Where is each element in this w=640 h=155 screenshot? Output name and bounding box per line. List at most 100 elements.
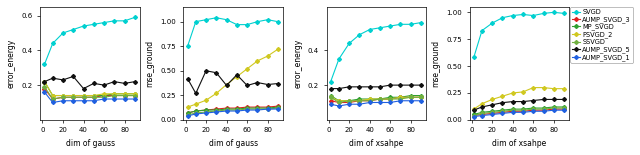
Line: SSVGD: SSVGD — [329, 96, 422, 104]
AUMP_SVGD_3 — [376, 98, 384, 100]
AUMP_SVGD_5 — [550, 98, 557, 100]
Legend: SVGD, AUMP_SVGD_3, MP_SVGD, PSVGD_2, SSVGD, AUMP_SVGD_5, AUMP_SVGD_1: SVGD, AUMP_SVGD_3, MP_SVGD, PSVGD_2, SSV… — [570, 7, 633, 63]
AUMP_SVGD_1 — [243, 109, 251, 111]
Line: SSVGD: SSVGD — [186, 107, 279, 116]
SVGD — [335, 58, 342, 60]
PSVGD_2 — [519, 91, 527, 93]
Line: AUMP_SVGD_3: AUMP_SVGD_3 — [43, 87, 136, 100]
SSVGD — [212, 110, 220, 112]
AUMP_SVGD_5 — [356, 86, 364, 88]
MP_SVGD — [69, 95, 77, 96]
AUMP_SVGD_3 — [100, 95, 108, 96]
AUMP_SVGD_1 — [387, 102, 394, 103]
SSVGD — [366, 100, 374, 102]
SSVGD — [397, 98, 404, 100]
MP_SVGD — [488, 110, 496, 112]
Line: SSVGD: SSVGD — [472, 107, 566, 117]
AUMP_SVGD_5 — [184, 78, 191, 80]
MP_SVGD — [519, 108, 527, 110]
SSVGD — [417, 96, 425, 98]
SVGD — [111, 20, 118, 22]
PSVGD_2 — [509, 92, 516, 94]
SSVGD — [335, 102, 342, 103]
AUMP_SVGD_5 — [519, 101, 527, 102]
Y-axis label: error_energy: error_energy — [7, 39, 16, 88]
PSVGD_2 — [488, 98, 496, 100]
MP_SVGD — [202, 109, 210, 111]
PSVGD_2 — [274, 48, 282, 50]
MP_SVGD — [59, 95, 67, 96]
PSVGD_2 — [100, 93, 108, 95]
PSVGD_2 — [131, 93, 139, 95]
SSVGD — [499, 110, 506, 112]
PSVGD_2 — [233, 76, 241, 78]
MP_SVGD — [346, 100, 353, 102]
PSVGD_2 — [111, 93, 118, 95]
SSVGD — [202, 111, 210, 113]
AUMP_SVGD_5 — [41, 81, 49, 83]
MP_SVGD — [90, 95, 98, 96]
AUMP_SVGD_1 — [560, 109, 568, 111]
AUMP_SVGD_1 — [478, 115, 486, 117]
SVGD — [519, 13, 527, 15]
SVGD — [356, 34, 364, 36]
MP_SVGD — [192, 110, 200, 112]
MP_SVGD — [264, 107, 271, 109]
AUMP_SVGD_5 — [560, 98, 568, 100]
AUMP_SVGD_5 — [529, 100, 537, 101]
SVGD — [90, 23, 98, 25]
SSVGD — [233, 109, 241, 111]
PSVGD_2 — [184, 106, 191, 108]
AUMP_SVGD_1 — [499, 113, 506, 114]
SVGD — [417, 22, 425, 24]
AUMP_SVGD_5 — [417, 84, 425, 86]
MP_SVGD — [540, 107, 547, 109]
AUMP_SVGD_1 — [417, 100, 425, 102]
SSVGD — [470, 115, 477, 117]
SSVGD — [192, 112, 200, 114]
Y-axis label: error_energy: error_energy — [293, 39, 302, 88]
MP_SVGD — [49, 95, 56, 96]
AUMP_SVGD_5 — [253, 82, 261, 84]
AUMP_SVGD_3 — [69, 96, 77, 98]
X-axis label: dim of gauss: dim of gauss — [209, 139, 258, 148]
AUMP_SVGD_1 — [519, 111, 527, 113]
AUMP_SVGD_1 — [366, 102, 374, 103]
AUMP_SVGD_3 — [184, 112, 191, 114]
MP_SVGD — [212, 109, 220, 111]
MP_SVGD — [327, 95, 335, 96]
Line: MP_SVGD: MP_SVGD — [186, 106, 279, 114]
Line: PSVGD_2: PSVGD_2 — [186, 48, 279, 108]
MP_SVGD — [184, 112, 191, 114]
AUMP_SVGD_3 — [90, 96, 98, 98]
PSVGD_2 — [49, 95, 56, 96]
SSVGD — [560, 107, 568, 109]
SVGD — [41, 63, 49, 65]
PSVGD_2 — [223, 84, 230, 85]
AUMP_SVGD_3 — [41, 88, 49, 90]
AUMP_SVGD_3 — [243, 106, 251, 108]
SVGD — [233, 24, 241, 26]
SSVGD — [59, 96, 67, 98]
PSVGD_2 — [69, 95, 77, 96]
Line: SVGD: SVGD — [186, 16, 279, 48]
Line: AUMP_SVGD_1: AUMP_SVGD_1 — [329, 99, 422, 107]
AUMP_SVGD_1 — [376, 102, 384, 103]
AUMP_SVGD_5 — [264, 84, 271, 85]
AUMP_SVGD_3 — [478, 114, 486, 115]
AUMP_SVGD_3 — [366, 100, 374, 102]
PSVGD_2 — [387, 98, 394, 100]
AUMP_SVGD_3 — [131, 95, 139, 96]
AUMP_SVGD_3 — [417, 96, 425, 98]
Line: SVGD: SVGD — [329, 21, 422, 83]
AUMP_SVGD_5 — [192, 92, 200, 94]
SVGD — [202, 19, 210, 21]
AUMP_SVGD_1 — [550, 109, 557, 111]
SSVGD — [540, 108, 547, 110]
AUMP_SVGD_5 — [243, 85, 251, 86]
MP_SVGD — [470, 114, 477, 115]
SSVGD — [243, 108, 251, 110]
AUMP_SVGD_1 — [356, 103, 364, 105]
PSVGD_2 — [356, 100, 364, 102]
AUMP_SVGD_5 — [49, 77, 56, 79]
